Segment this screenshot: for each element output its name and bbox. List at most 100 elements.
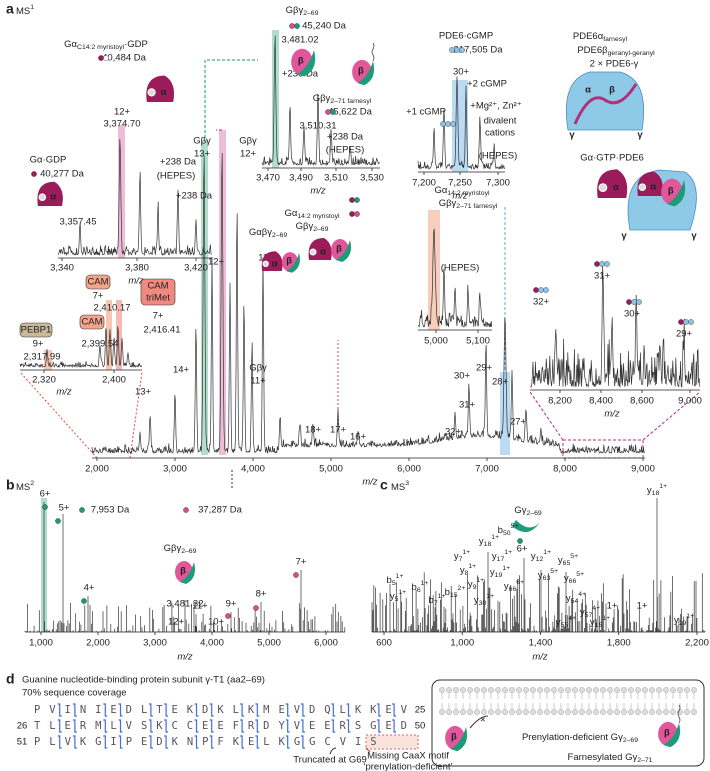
label: 30+ [454,371,471,382]
g-gamma-cartoon [286,253,300,273]
lipid-head [474,709,480,715]
lipid-head [579,687,585,693]
label: Farnesylated Gγ2–71 [568,752,653,764]
label-text: PDE6α [573,31,604,42]
label: 2,317.99 [24,352,61,363]
lipid-head [530,687,536,693]
label: 31+ [594,271,611,282]
g-gamma-cartoon [663,723,681,748]
x-tick-label: 7,300 [486,178,510,189]
lipid-head [628,709,634,715]
label: 2,410.17 [94,303,131,314]
x-tick-label: 3,000 [163,464,187,475]
lipid-head [621,709,627,715]
sequence-row: PVINIEDLTEKDKLKMEVDQLKKEV [34,704,408,716]
g-gamma-cartoon [450,727,468,752]
row-start: 51 [17,737,28,748]
label: 29+ [476,363,493,374]
species-dot [599,261,605,267]
label-text: y [538,570,543,581]
cartoon-letter: γ [691,231,697,242]
lipid-head [544,687,550,693]
label: 28+ [492,377,509,388]
label: +238 Da [176,191,213,202]
annotation-arrow [329,747,337,755]
x-tick-label: 2,400 [102,375,126,386]
species-dot [349,211,355,217]
lipid-head [537,709,543,715]
x-tick-label: 4,000 [241,464,265,475]
species-dot [354,211,360,217]
label-sub: 7 [434,600,438,607]
lipid-head [551,687,557,693]
lipid-head [656,687,662,693]
label: Gβγ2–69 [286,5,319,17]
species-dot [683,319,689,325]
blocked-arrow [469,715,489,729]
label: 3,481.02 [282,35,319,46]
species-dot [543,287,549,293]
label-sub: 14:2 myristoyl [297,213,340,220]
lipid-head [551,709,557,715]
label-text: y [556,617,561,628]
label: Gα14:2 myristoyl [284,208,339,220]
label-text: b [429,595,434,606]
label-sup: 3 [405,480,409,487]
x-tick-label: 2,200 [685,638,709,649]
x-tick-label: 3,380 [125,263,149,274]
label: 11+ [250,376,266,387]
label-text: Gαβγ [249,227,272,238]
label: 10+ [208,617,225,628]
label: 7,953 Da [91,505,130,516]
lipid-head [663,709,669,715]
label-sup: 1+ [504,549,512,556]
cartoon-letter: β [358,65,364,76]
x-tick-label: 5,000 [257,638,281,649]
label-sub: geranyl-geranyl [608,50,656,57]
fragment-ion-label: y665+ [564,571,584,585]
fragment-ion-label: y171+ [492,549,512,563]
species-dot [183,507,189,513]
fragment-ion-label: y51+ [390,589,406,603]
label-text: b [498,525,503,536]
gdp [309,248,317,256]
label-sub: 19 [495,572,503,579]
label: 16+ [350,432,367,443]
gdp [598,183,608,193]
species-dot [449,47,455,53]
label: PDE6βgeranyl-geranyl [577,45,655,57]
label: 3,374.70 [104,119,141,130]
lipid-head [677,687,683,693]
label-text: Gα [284,208,297,219]
lipid-head [635,687,641,693]
x-tick-label: 5,000 [319,464,343,475]
label: Gβγ [239,136,257,147]
label: 4+ [84,583,95,594]
cartoon-letter: γ [621,231,627,242]
label: PDE6·cGMP [439,31,493,42]
label: 11+ [192,601,208,612]
lipid-head [593,709,599,715]
label-text: y [390,591,395,602]
species-dot [538,287,544,293]
cartoon-letter: β [609,85,615,96]
fragment-marks [57,719,397,733]
x-tick-label: 3,470 [256,173,280,184]
label-text: y [490,567,495,578]
label-text: Gβγ [313,93,331,104]
label-sup: 1+ [502,565,510,572]
farnesyl [371,42,375,62]
lipid-head [558,709,564,715]
label-sub: 17 [497,556,505,563]
label-sub: 66 [569,578,577,585]
label: Gα14:2 myristoyl [434,185,489,197]
lipid-head [670,687,676,693]
species-dot [517,538,523,544]
lipid-head [600,709,606,715]
x-tick-label: 9,000 [678,396,702,407]
label-sub: 66 [509,586,517,593]
lipid-head [691,709,697,715]
lipid-head [642,709,648,715]
lipid-head [509,687,515,693]
species-dot [440,121,446,127]
